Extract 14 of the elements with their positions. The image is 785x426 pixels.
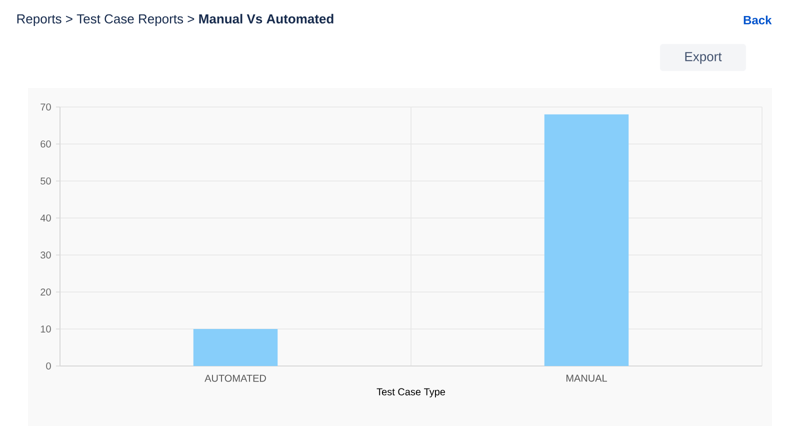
chart-title: Reports > Test Case Reports > Manual Vs Automated <box>17 14 334 26</box>
y-tick-label: 50 <box>40 177 51 185</box>
text: Back <box>744 16 772 24</box>
y-tick-label: 70 <box>40 103 51 111</box>
text: Export <box>685 52 722 64</box>
y-tick-label: 0 <box>46 362 51 370</box>
x-tick-label: MANUAL <box>566 374 608 382</box>
y-tick-label: 40 <box>40 214 51 222</box>
x-axis-title: Test Case Type <box>376 388 446 398</box>
y-tick-label: 60 <box>40 140 51 148</box>
y-tick-label: 30 <box>40 251 51 259</box>
y-tick-label: 20 <box>40 288 51 296</box>
x-tick-label: AUTOMATED <box>204 374 266 382</box>
y-tick-label: 10 <box>40 325 51 333</box>
